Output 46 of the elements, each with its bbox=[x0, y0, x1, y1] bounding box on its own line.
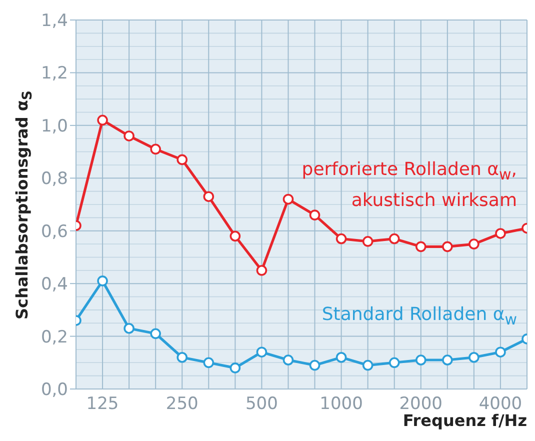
point bbox=[150, 144, 161, 155]
point bbox=[124, 130, 134, 142]
point bbox=[442, 241, 453, 252]
point bbox=[336, 233, 347, 244]
x-tick-label: 125 bbox=[86, 394, 119, 414]
point bbox=[309, 210, 320, 220]
point bbox=[388, 233, 400, 244]
point bbox=[362, 236, 374, 247]
point bbox=[495, 346, 506, 358]
point bbox=[256, 264, 268, 276]
point bbox=[230, 362, 241, 374]
point bbox=[336, 352, 347, 363]
y-tick-label: 0,0 bbox=[40, 380, 68, 400]
x-tick-label: 250 bbox=[166, 394, 198, 414]
y-tick-label: 0,4 bbox=[40, 274, 68, 295]
point bbox=[150, 328, 161, 340]
point bbox=[124, 322, 134, 334]
point bbox=[415, 241, 426, 252]
series-label: perforierte Rolladen α$_{w}$, akustisch wirksam bbox=[302, 158, 517, 213]
point bbox=[388, 357, 400, 368]
point bbox=[468, 238, 480, 250]
point bbox=[442, 354, 453, 366]
point bbox=[282, 354, 294, 366]
y-tick-label: 0,8 bbox=[40, 169, 68, 190]
point bbox=[415, 354, 426, 366]
point bbox=[309, 360, 320, 371]
point bbox=[176, 352, 188, 363]
y-tick-label: 1,2 bbox=[40, 64, 68, 84]
y-tick-label: 1,0 bbox=[40, 116, 68, 136]
point bbox=[203, 357, 214, 368]
point bbox=[203, 191, 214, 202]
point bbox=[362, 360, 374, 371]
series-label: Standard Rolladen α$_{w}$ bbox=[322, 303, 517, 331]
x-tick-label: 1000 bbox=[320, 394, 363, 414]
point bbox=[256, 346, 268, 358]
point bbox=[97, 114, 108, 126]
point bbox=[495, 228, 506, 239]
y-tick-label: 0,6 bbox=[40, 222, 68, 242]
point bbox=[282, 194, 294, 205]
point bbox=[230, 230, 241, 242]
x-tick-label: 500 bbox=[245, 394, 278, 414]
point bbox=[97, 276, 108, 286]
point bbox=[468, 352, 480, 363]
y-tick-label: 1,4 bbox=[40, 11, 68, 32]
point bbox=[176, 154, 188, 166]
y-tick-label: 0,2 bbox=[40, 327, 68, 348]
